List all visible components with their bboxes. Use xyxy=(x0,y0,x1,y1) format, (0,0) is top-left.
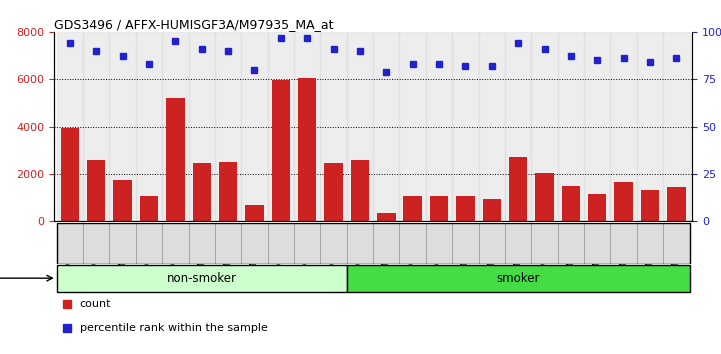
Bar xyxy=(505,223,531,264)
Bar xyxy=(535,173,554,221)
Text: smoker: smoker xyxy=(496,272,540,285)
Bar xyxy=(430,196,448,221)
Bar xyxy=(452,223,479,264)
Bar xyxy=(110,223,136,264)
Bar xyxy=(347,32,373,221)
Bar xyxy=(193,163,211,221)
Bar xyxy=(404,196,422,221)
Bar xyxy=(267,32,294,221)
Bar xyxy=(399,223,426,264)
Bar xyxy=(584,223,611,264)
Bar xyxy=(215,32,242,221)
Bar xyxy=(350,160,369,221)
Bar xyxy=(531,32,557,221)
Bar xyxy=(509,157,527,221)
Text: percentile rank within the sample: percentile rank within the sample xyxy=(79,323,267,333)
Bar xyxy=(136,223,162,264)
Bar xyxy=(61,128,79,221)
Bar xyxy=(189,223,215,264)
Bar xyxy=(57,223,83,264)
Bar xyxy=(347,223,373,264)
Text: count: count xyxy=(79,299,111,309)
Bar xyxy=(377,213,396,221)
Bar xyxy=(588,194,606,221)
Bar xyxy=(57,265,347,292)
Bar xyxy=(347,265,689,292)
Bar xyxy=(294,223,320,264)
Bar xyxy=(320,32,347,221)
Bar xyxy=(83,223,110,264)
Bar xyxy=(456,196,474,221)
Bar xyxy=(83,32,110,221)
Bar xyxy=(298,78,317,221)
Bar xyxy=(426,32,452,221)
Bar xyxy=(110,32,136,221)
Bar xyxy=(57,32,83,221)
Bar xyxy=(242,223,267,264)
Bar xyxy=(637,32,663,221)
Bar xyxy=(479,32,505,221)
Bar xyxy=(267,223,294,264)
Bar xyxy=(482,199,501,221)
Text: non-smoker: non-smoker xyxy=(167,272,236,285)
Bar xyxy=(373,32,399,221)
Bar xyxy=(113,180,132,221)
Bar xyxy=(531,223,557,264)
Bar xyxy=(584,32,611,221)
Bar xyxy=(479,223,505,264)
Bar xyxy=(399,32,426,221)
Bar xyxy=(505,32,531,221)
Bar xyxy=(272,80,290,221)
Bar xyxy=(557,32,584,221)
Text: GDS3496 / AFFX-HUMISGF3A/M97935_MA_at: GDS3496 / AFFX-HUMISGF3A/M97935_MA_at xyxy=(54,18,334,31)
Bar xyxy=(667,187,686,221)
Bar xyxy=(242,32,267,221)
Bar xyxy=(189,32,215,221)
Bar xyxy=(245,205,264,221)
Bar xyxy=(614,182,633,221)
Bar xyxy=(562,186,580,221)
Bar xyxy=(611,223,637,264)
Bar xyxy=(373,223,399,264)
Bar xyxy=(162,223,189,264)
Bar xyxy=(641,190,659,221)
Bar xyxy=(663,32,689,221)
Bar xyxy=(452,32,479,221)
Bar xyxy=(320,223,347,264)
Bar xyxy=(219,162,237,221)
Bar xyxy=(215,223,242,264)
Bar xyxy=(637,223,663,264)
Bar xyxy=(611,32,637,221)
Bar xyxy=(166,98,185,221)
Bar xyxy=(663,223,689,264)
Bar xyxy=(162,32,189,221)
Bar xyxy=(294,32,320,221)
Bar xyxy=(426,223,452,264)
Bar xyxy=(136,32,162,221)
Bar xyxy=(324,163,342,221)
Bar xyxy=(557,223,584,264)
Bar xyxy=(87,160,105,221)
Bar xyxy=(140,196,158,221)
